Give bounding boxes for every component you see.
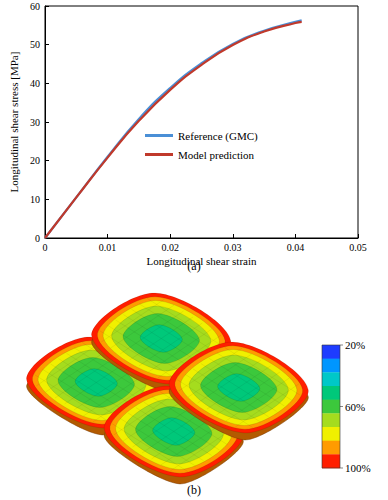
svg-text:100%: 100% — [345, 462, 371, 474]
svg-text:40: 40 — [30, 78, 40, 89]
svg-text:50: 50 — [30, 39, 40, 50]
svg-text:0.02: 0.02 — [161, 242, 179, 253]
svg-text:30: 30 — [30, 117, 40, 128]
svg-text:0.05: 0.05 — [349, 242, 367, 253]
svg-text:0: 0 — [43, 242, 48, 253]
svg-text:Longitudinal shear stress [MPa: Longitudinal shear stress [MPa] — [8, 52, 20, 193]
svg-text:0.01: 0.01 — [99, 242, 117, 253]
svg-text:20: 20 — [30, 155, 40, 166]
svg-text:0: 0 — [35, 233, 40, 244]
svg-text:0.03: 0.03 — [224, 242, 242, 253]
svg-text:(b): (b) — [187, 483, 201, 497]
svg-text:Longitudinal shear strain: Longitudinal shear strain — [147, 255, 257, 267]
svg-text:20%: 20% — [345, 339, 365, 351]
svg-text:10: 10 — [30, 194, 40, 205]
svg-text:Model prediction: Model prediction — [178, 149, 255, 161]
svg-text:60: 60 — [30, 1, 40, 12]
svg-text:0.04: 0.04 — [287, 242, 305, 253]
svg-text:Reference (GMC): Reference (GMC) — [178, 130, 258, 143]
svg-text:60%: 60% — [345, 401, 365, 413]
